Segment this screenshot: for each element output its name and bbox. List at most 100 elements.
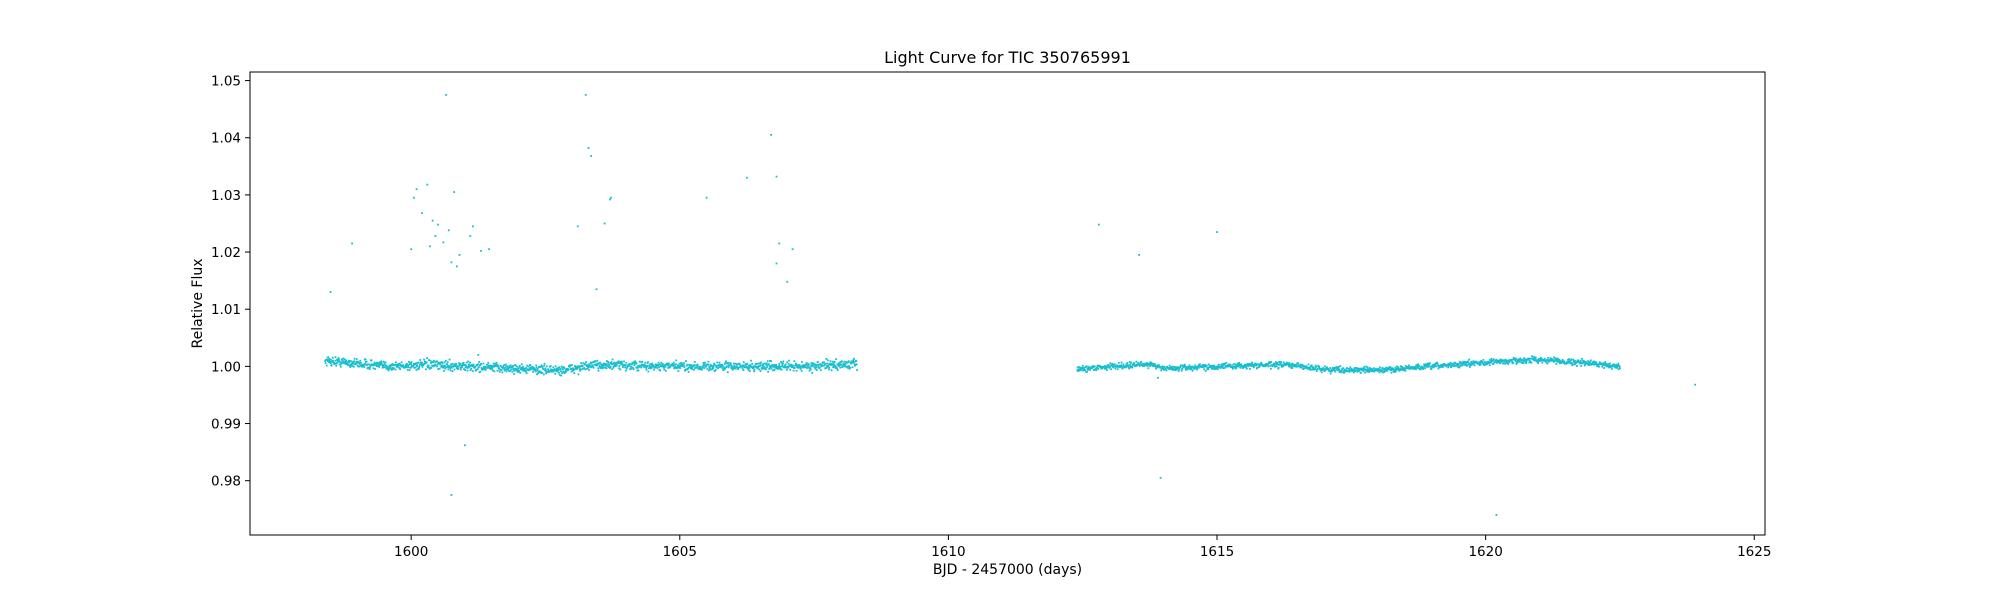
data-point — [447, 365, 449, 367]
data-point — [440, 365, 443, 368]
data-point — [510, 368, 513, 371]
data-point — [1363, 365, 1366, 368]
data-point — [620, 363, 623, 366]
data-point — [352, 360, 354, 363]
data-point — [491, 369, 494, 372]
data-point — [451, 370, 454, 373]
data-point — [632, 368, 635, 371]
outlier-point — [770, 133, 773, 136]
data-point — [560, 365, 563, 368]
data-point — [420, 362, 423, 365]
data-point — [515, 369, 518, 372]
data-point — [644, 365, 647, 367]
data-point — [1522, 362, 1525, 365]
data-point — [1490, 361, 1493, 364]
data-point — [1220, 365, 1223, 367]
data-point — [729, 362, 732, 365]
data-point — [1281, 363, 1284, 366]
data-point — [1249, 363, 1252, 365]
data-point — [1298, 364, 1301, 367]
data-point — [1454, 365, 1457, 367]
data-point — [1334, 370, 1337, 373]
data-point — [1117, 361, 1120, 364]
data-point — [409, 366, 412, 369]
outlier-point — [442, 241, 445, 244]
data-point — [815, 369, 818, 371]
data-point — [704, 365, 707, 368]
data-point — [413, 363, 416, 366]
data-point — [1427, 363, 1430, 365]
data-point — [1136, 364, 1138, 367]
data-point — [1234, 363, 1237, 366]
outlier-point — [595, 288, 598, 291]
data-point — [732, 362, 735, 365]
data-point — [636, 369, 639, 372]
data-point — [559, 368, 562, 370]
data-point — [1389, 367, 1391, 370]
data-point — [683, 366, 686, 368]
data-point — [778, 364, 781, 367]
data-point — [1318, 366, 1321, 368]
data-point — [650, 365, 652, 368]
data-point — [1459, 362, 1462, 365]
data-point — [1530, 361, 1533, 364]
data-point — [466, 367, 469, 369]
data-point — [589, 365, 592, 367]
data-point — [433, 360, 435, 362]
data-point — [343, 358, 346, 361]
data-point — [687, 367, 690, 370]
data-point — [385, 364, 387, 367]
data-point — [390, 368, 393, 371]
data-point — [1205, 364, 1208, 367]
x-tick-label: 1620 — [1468, 544, 1502, 560]
data-point — [725, 360, 727, 363]
data-point — [1326, 366, 1329, 369]
data-point — [508, 364, 511, 367]
data-point — [1260, 361, 1263, 364]
data-point — [531, 366, 534, 368]
data-point — [1076, 369, 1079, 372]
data-point — [1145, 362, 1148, 364]
data-point — [785, 368, 788, 371]
data-point — [461, 366, 463, 369]
data-point — [1497, 359, 1500, 362]
data-point — [725, 366, 728, 369]
data-point — [459, 362, 462, 365]
data-point — [634, 360, 637, 363]
data-point — [495, 365, 497, 367]
data-point — [536, 373, 538, 376]
data-point — [382, 360, 385, 363]
data-point — [648, 366, 651, 368]
data-point — [1119, 366, 1121, 369]
data-point — [1233, 363, 1235, 366]
data-point — [1174, 366, 1176, 369]
data-point — [1211, 368, 1214, 370]
data-point — [334, 362, 336, 365]
data-point — [574, 366, 577, 369]
data-point — [1274, 365, 1277, 368]
x-tick-label: 1615 — [1200, 544, 1234, 560]
data-point — [375, 364, 378, 366]
data-point — [378, 366, 381, 368]
outlier-point — [455, 265, 458, 268]
data-point — [407, 360, 410, 363]
data-point — [428, 367, 431, 370]
data-point — [599, 367, 602, 370]
data-point — [1258, 365, 1261, 368]
data-point — [439, 363, 441, 366]
data-point — [1356, 370, 1359, 373]
data-point — [432, 361, 435, 364]
data-point — [1358, 367, 1361, 370]
data-point — [766, 366, 768, 369]
data-point — [765, 363, 768, 366]
data-point — [382, 365, 384, 368]
data-point — [1434, 364, 1437, 367]
data-point — [1601, 365, 1604, 368]
data-point — [1197, 365, 1199, 368]
data-point — [488, 364, 490, 367]
data-point — [745, 363, 747, 366]
data-point — [773, 364, 776, 366]
data-point — [1435, 365, 1438, 368]
data-point — [712, 366, 715, 369]
data-point — [352, 365, 355, 368]
